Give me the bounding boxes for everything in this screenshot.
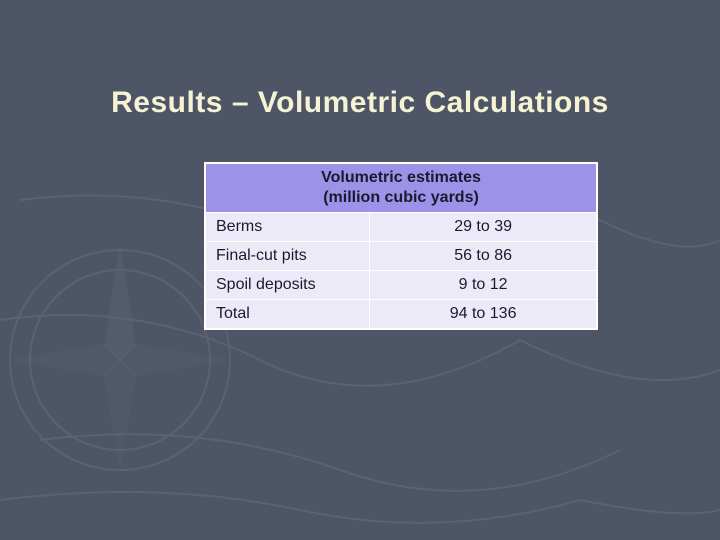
row-label: Total [206, 300, 370, 329]
slide-title: Results – Volumetric Calculations [0, 86, 720, 120]
row-label: Berms [206, 213, 370, 242]
table-header-line1: Volumetric estimates [321, 169, 481, 186]
row-value: 9 to 12 [370, 271, 597, 300]
table-row: Final-cut pits 56 to 86 [206, 242, 597, 271]
volumetric-table: Volumetric estimates (million cubic yard… [204, 162, 598, 330]
row-value: 56 to 86 [370, 242, 597, 271]
row-value: 29 to 39 [370, 213, 597, 242]
row-label: Final-cut pits [206, 242, 370, 271]
table-row: Berms 29 to 39 [206, 213, 597, 242]
table-row: Spoil deposits 9 to 12 [206, 271, 597, 300]
row-value: 94 to 136 [370, 300, 597, 329]
row-label: Spoil deposits [206, 271, 370, 300]
table-header-line2: (million cubic yards) [323, 189, 479, 206]
table-row: Total 94 to 136 [206, 300, 597, 329]
table-header: Volumetric estimates (million cubic yard… [206, 164, 597, 213]
